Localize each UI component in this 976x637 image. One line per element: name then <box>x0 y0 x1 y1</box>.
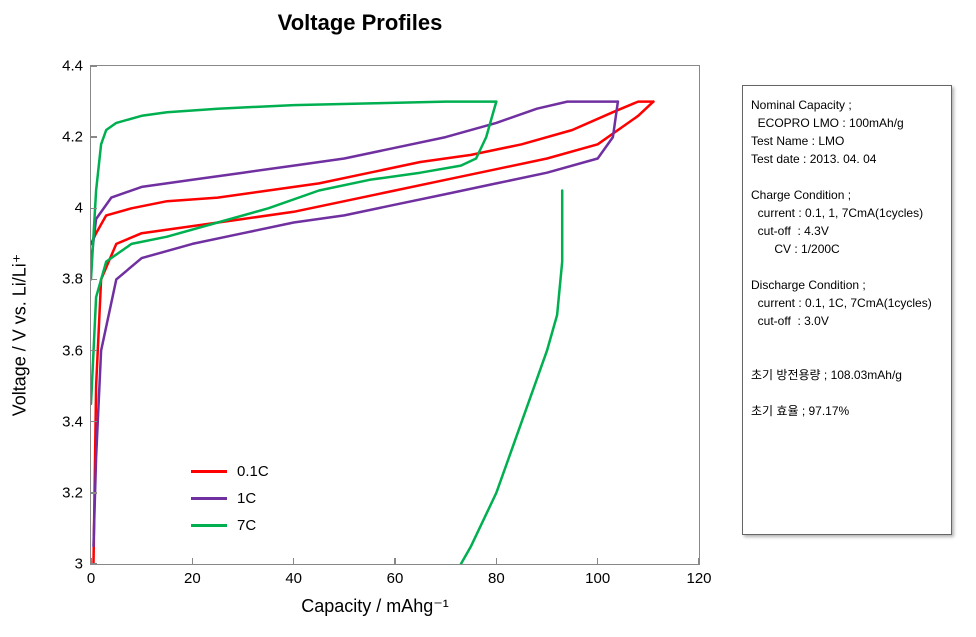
series-7C-charge <box>91 102 496 280</box>
x-tick-label: 80 <box>488 564 505 587</box>
y-tick-label: 3.6 <box>62 342 91 359</box>
chart-area: Voltage / V vs. Li/Li⁺ Capacity / mAhg⁻¹… <box>30 55 720 615</box>
legend-label: 1C <box>237 490 256 507</box>
y-axis-label: Voltage / V vs. Li/Li⁺ <box>10 254 31 417</box>
x-tick-label: 0 <box>87 564 95 587</box>
legend: 0.1C 1C 7C <box>191 453 269 544</box>
x-tick-label: 40 <box>285 564 302 587</box>
plot-region: 0.1C1C7C 33.23.43.63.844.24.402040608010… <box>90 65 700 565</box>
series-7C-discharge <box>91 102 496 404</box>
x-tick-label: 100 <box>585 564 610 587</box>
y-tick-label: 3.8 <box>62 271 91 288</box>
y-tick-label: 3.2 <box>62 484 91 501</box>
info-panel: Nominal Capacity ; ECOPRO LMO : 100mAh/g… <box>742 85 952 535</box>
legend-item: 7C <box>191 517 269 534</box>
line-series-svg <box>91 66 699 564</box>
legend-label: 0.1C <box>237 463 269 480</box>
x-tick-label: 120 <box>686 564 711 587</box>
y-tick-label: 4 <box>75 200 91 217</box>
y-tick-label: 4.4 <box>62 58 91 75</box>
y-tick-label: 4.2 <box>62 129 91 146</box>
series-1C-discharge <box>94 102 618 547</box>
legend-item: 1C <box>191 490 269 507</box>
legend-item: 0.1C <box>191 463 269 480</box>
legend-label: 7C <box>237 517 256 534</box>
legend-swatch <box>191 524 227 527</box>
chart-title: Voltage Profiles <box>0 10 720 36</box>
series-7C-discharge2 <box>461 191 562 565</box>
series-1C-charge <box>91 102 618 262</box>
page-root: Voltage Profiles Voltage / V vs. Li/Li⁺ … <box>0 0 976 637</box>
y-tick-label: 3.4 <box>62 413 91 430</box>
legend-swatch <box>191 470 227 473</box>
x-axis-label: Capacity / mAhg⁻¹ <box>301 596 449 617</box>
series-0.1C-charge <box>91 102 653 244</box>
x-tick-label: 60 <box>387 564 404 587</box>
x-tick-label: 20 <box>184 564 201 587</box>
legend-swatch <box>191 497 227 500</box>
